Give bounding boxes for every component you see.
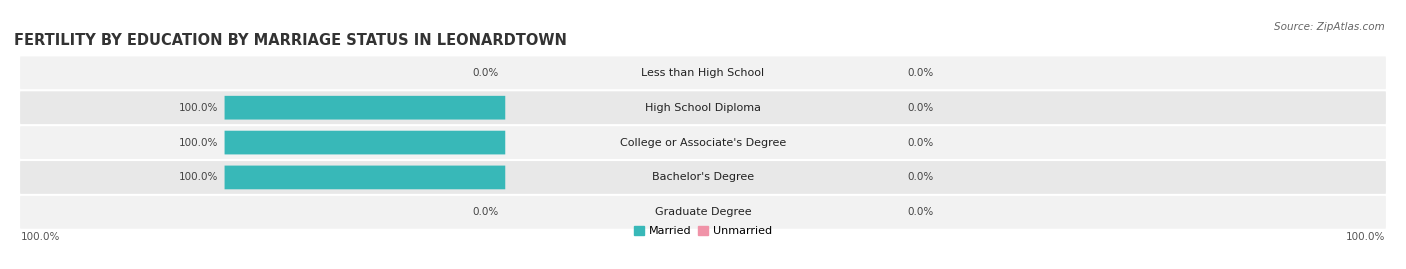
Legend: Married, Unmarried: Married, Unmarried [630,222,776,240]
Text: 0.0%: 0.0% [907,68,934,78]
Text: 0.0%: 0.0% [472,68,499,78]
Text: College or Associate's Degree: College or Associate's Degree [620,137,786,148]
FancyBboxPatch shape [225,131,505,154]
Text: 0.0%: 0.0% [907,207,934,217]
Text: 100.0%: 100.0% [179,137,218,148]
Text: 100.0%: 100.0% [179,172,218,182]
FancyBboxPatch shape [20,196,1386,229]
Text: High School Diploma: High School Diploma [645,103,761,113]
Text: 100.0%: 100.0% [21,232,60,242]
Text: Less than High School: Less than High School [641,68,765,78]
Text: 100.0%: 100.0% [1346,232,1385,242]
Text: Graduate Degree: Graduate Degree [655,207,751,217]
FancyBboxPatch shape [20,161,1386,194]
FancyBboxPatch shape [225,96,505,119]
FancyBboxPatch shape [20,56,1386,89]
Text: 0.0%: 0.0% [907,103,934,113]
FancyBboxPatch shape [20,126,1386,159]
Text: 0.0%: 0.0% [907,172,934,182]
Text: 0.0%: 0.0% [472,207,499,217]
FancyBboxPatch shape [225,166,505,189]
Text: 0.0%: 0.0% [907,137,934,148]
Text: 100.0%: 100.0% [179,103,218,113]
FancyBboxPatch shape [20,91,1386,124]
Text: Bachelor's Degree: Bachelor's Degree [652,172,754,182]
Text: FERTILITY BY EDUCATION BY MARRIAGE STATUS IN LEONARDTOWN: FERTILITY BY EDUCATION BY MARRIAGE STATU… [14,33,567,48]
Text: Source: ZipAtlas.com: Source: ZipAtlas.com [1274,22,1385,31]
